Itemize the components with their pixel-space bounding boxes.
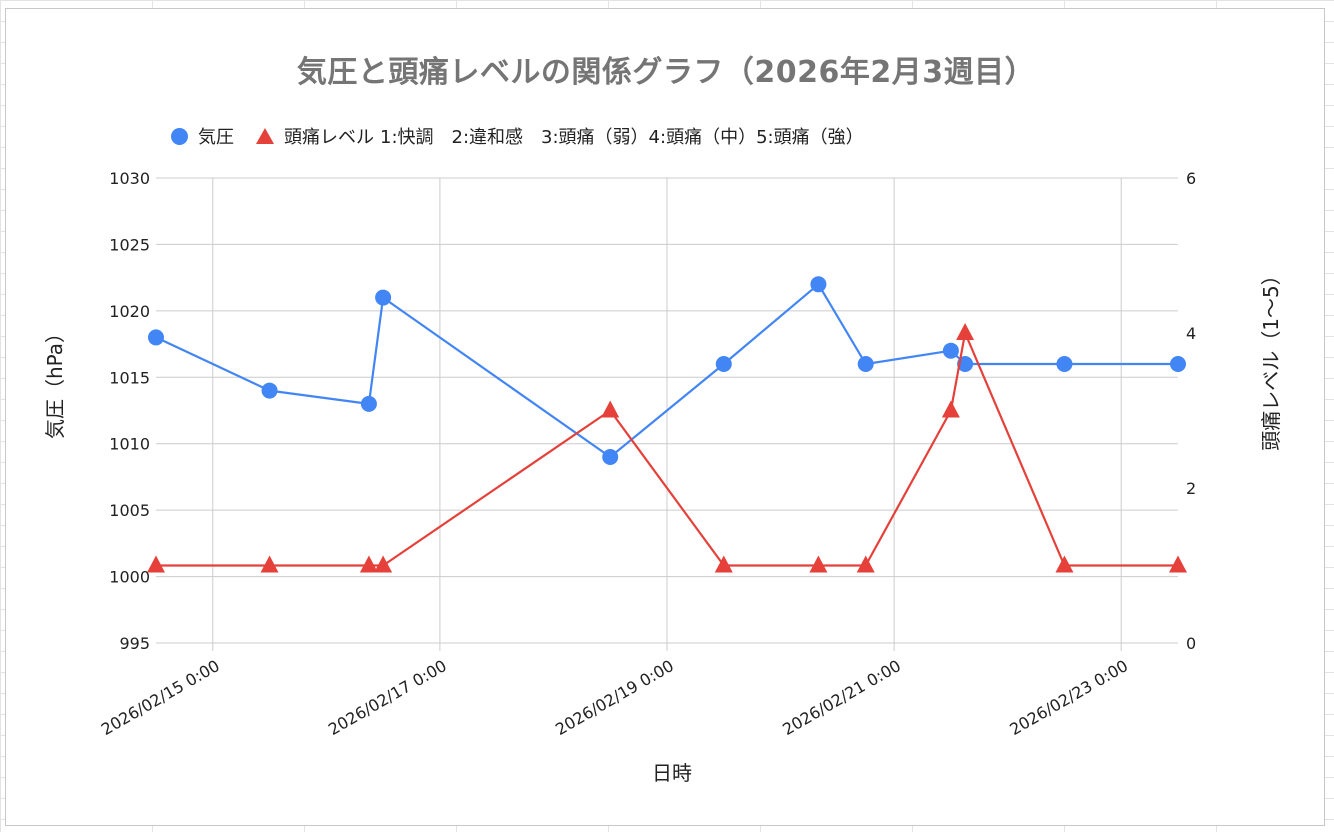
- legend-item-pressure: 気圧: [171, 123, 234, 149]
- chart-card: 気圧と頭痛レベルの関係グラフ（2026年2月3週目） 気圧 頭痛レベル 1:快調…: [5, 8, 1325, 826]
- right-y-axis-label: 頭痛レベル（1〜5）: [1259, 265, 1283, 450]
- legend-circle-icon: [171, 127, 188, 145]
- headache-point-8: [941, 400, 960, 418]
- pressure-point-0: [148, 329, 164, 346]
- x-tick-0: 2026/02/15 0:00: [98, 656, 223, 739]
- headache-point-9: [956, 323, 975, 340]
- series-line-1: [156, 331, 1178, 567]
- left-y-tick-3: 1010: [109, 435, 150, 454]
- legend-item-headache: 頭痛レベル 1:快調 2:違和感 3:頭痛（弱）4:頭痛（中）5:頭痛（強）: [256, 123, 864, 149]
- left-y-tick-6: 1025: [109, 235, 150, 254]
- headache-point-6: [809, 555, 828, 573]
- pressure-point-7: [857, 356, 874, 372]
- right-y-tick-labels: 0 2 4 6: [1186, 169, 1196, 653]
- pressure-point-1: [261, 382, 278, 399]
- headache-point-4: [601, 400, 620, 418]
- left-y-tick-1: 1000: [109, 568, 150, 587]
- left-y-tick-5: 1020: [109, 302, 150, 321]
- legend-level-note: 1:快調 2:違和感 3:頭痛（弱）4:頭痛（中）5:頭痛（強）: [380, 127, 864, 148]
- headache-point-7: [856, 555, 875, 573]
- pressure-point-5: [715, 356, 732, 372]
- legend-triangle-icon: [256, 128, 274, 144]
- x-tick-4: 2026/02/23 0:00: [1006, 656, 1131, 739]
- headache-point-3: [374, 555, 393, 573]
- right-y-tick-1: 2: [1186, 479, 1196, 498]
- legend-label-pressure: 気圧: [198, 127, 234, 148]
- left-y-tick-4: 1015: [109, 368, 150, 387]
- headache-point-1: [260, 555, 279, 573]
- right-y-tick-2: 4: [1186, 324, 1196, 343]
- series-layer: [147, 276, 1187, 573]
- left-y-tick-0: 995: [119, 634, 150, 653]
- left-y-axis-label: 気圧（hPa）: [43, 323, 67, 439]
- pressure-point-2: [360, 395, 377, 412]
- pressure-point-4: [602, 449, 619, 465]
- grid-lines: [156, 177, 1178, 651]
- x-tick-labels: 2026/02/15 0:00 2026/02/17 0:00 2026/02/19…: [98, 656, 1131, 739]
- left-y-tick-7: 1030: [109, 169, 150, 188]
- series-line-0: [155, 283, 1178, 459]
- pressure-point-6: [810, 276, 827, 293]
- x-tick-2: 2026/02/19 0:00: [552, 656, 677, 739]
- x-tick-3: 2026/02/21 0:00: [779, 656, 904, 739]
- pressure-point-11: [1170, 356, 1186, 372]
- left-y-tick-labels: 995 1000 1005 1010 1015 1020 1025 1030: [109, 169, 150, 653]
- chart-legend: 気圧 頭痛レベル 1:快調 2:違和感 3:頭痛（弱）4:頭痛（中）5:頭痛（強…: [171, 122, 886, 150]
- headache-point-11: [1169, 555, 1187, 573]
- pressure-point-8: [942, 342, 959, 359]
- left-y-tick-2: 1005: [109, 501, 150, 520]
- right-y-tick-0: 0: [1186, 634, 1196, 653]
- headache-point-0: [147, 555, 165, 573]
- headache-point-10: [1055, 555, 1074, 573]
- headache-point-2: [359, 555, 378, 573]
- headache-point-5: [714, 555, 733, 573]
- x-tick-1: 2026/02/17 0:00: [325, 656, 450, 739]
- pressure-point-10: [1056, 356, 1073, 372]
- right-y-tick-3: 6: [1186, 169, 1196, 188]
- legend-label-headache: 頭痛レベル: [284, 127, 374, 148]
- x-axis-label: 日時: [652, 761, 692, 785]
- chart-title: 気圧と頭痛レベルの関係グラフ（2026年2月3週目）: [296, 55, 1036, 90]
- pressure-point-3: [375, 289, 392, 306]
